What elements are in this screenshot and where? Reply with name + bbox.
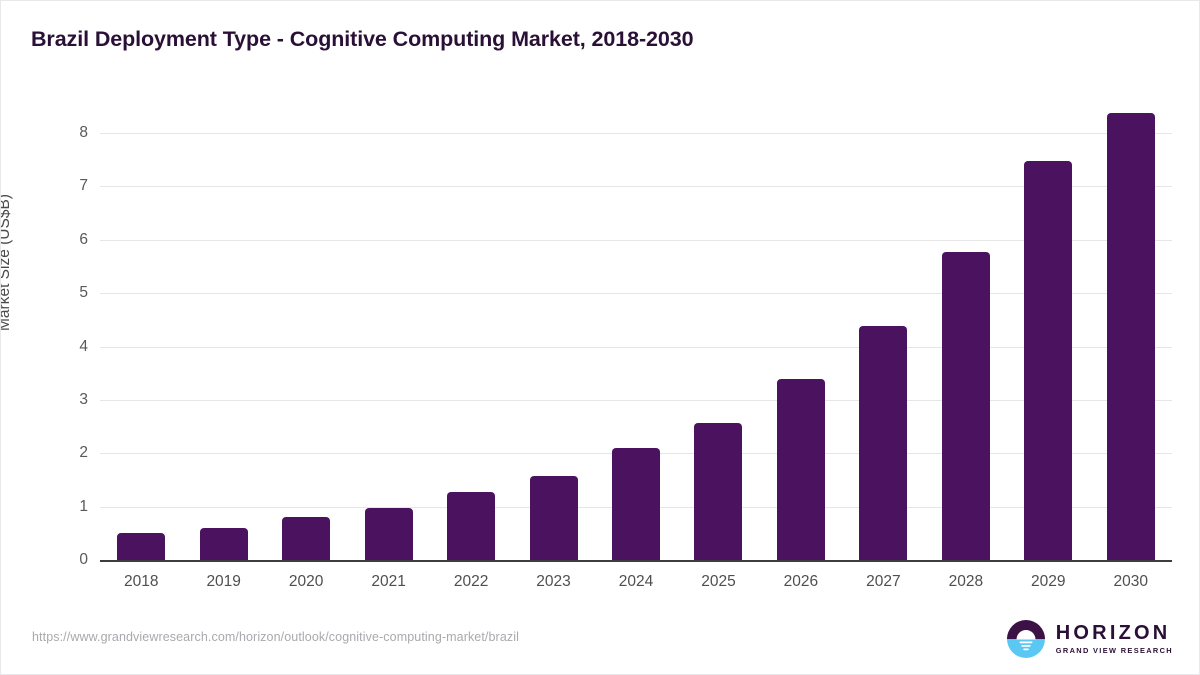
gridline [100, 293, 1172, 295]
y-axis-tick-label: 8 [79, 124, 88, 141]
logo-tagline: GRAND VIEW RESEARCH [1055, 646, 1173, 656]
x-axis-tick-label: 2028 [948, 573, 984, 590]
horizon-logo-icon [1006, 620, 1045, 658]
horizon-logo: HORIZON GRAND VIEW RESEARCH [1006, 618, 1173, 660]
bar-2028[interactable] [941, 252, 990, 560]
horizon-logo-text: HORIZON GRAND VIEW RESEARCH [1056, 623, 1173, 654]
source-url[interactable]: https://www.grandviewresearch.com/horizo… [32, 630, 519, 644]
bar-2024[interactable] [611, 448, 660, 560]
y-axis-tick-label: 5 [79, 284, 88, 302]
bar-group [925, 101, 1007, 560]
x-axis-tick-label: 2027 [866, 573, 901, 590]
bar-group [100, 101, 182, 560]
y-axis-tick-label: 1 [79, 497, 88, 515]
bar-group [842, 101, 924, 560]
bar-2029[interactable] [1024, 161, 1073, 560]
bar-2026[interactable] [776, 379, 825, 560]
bar-2027[interactable] [859, 325, 908, 560]
gridline [100, 133, 1172, 134]
y-axis-tick-label: 3 [79, 390, 88, 408]
y-axis-tick-label: 2 [79, 444, 88, 462]
x-axis-tick-label: 2021 [371, 573, 406, 590]
x-axis-tick-label: 2020 [288, 573, 324, 590]
bar-group [760, 101, 842, 560]
gridline [100, 186, 1172, 188]
bar-group [265, 101, 347, 560]
page-title: Brazil Deployment Type - Cognitive Compu… [31, 27, 694, 51]
x-axis-line [100, 560, 1172, 562]
bar-2019[interactable] [199, 527, 248, 560]
y-axis-tick-label: 4 [79, 337, 88, 355]
bar-2023[interactable] [529, 475, 578, 560]
y-axis-tick-label: 7 [79, 177, 88, 195]
x-axis-tick-label: 2026 [783, 573, 819, 590]
x-axis-tick-label: 2019 [206, 573, 241, 590]
bar-2020[interactable] [282, 517, 331, 560]
bar-2022[interactable] [447, 491, 496, 560]
x-axis-tick-label: 2030 [1113, 573, 1148, 590]
y-axis-tick-label: 6 [79, 230, 88, 248]
x-axis-tick-label: 2022 [453, 573, 489, 590]
gridline [100, 346, 1172, 348]
gridline [100, 239, 1172, 241]
bar-2030[interactable] [1106, 112, 1155, 560]
bar-group [595, 101, 677, 560]
gridline [100, 399, 1172, 401]
bar-group [1090, 101, 1172, 560]
x-axis-tick-label: 2018 [123, 573, 159, 590]
x-axis-tick-label: 2024 [618, 573, 654, 590]
bar-group [1007, 101, 1089, 560]
x-axis-tick-label: 2025 [701, 573, 736, 590]
y-axis-title: Market Size (US$B) [0, 194, 13, 331]
bar-group [347, 101, 429, 560]
bar-group [430, 101, 512, 560]
bar-2018[interactable] [117, 533, 166, 560]
bar-group [512, 101, 594, 560]
bar-2021[interactable] [364, 507, 413, 560]
bar-group [182, 101, 264, 560]
x-axis-tick-label: 2023 [536, 573, 571, 590]
x-axis-tick-label: 2029 [1031, 573, 1066, 590]
y-axis-tick-label: 0 [79, 551, 88, 568]
logo-title: HORIZON [1055, 622, 1171, 645]
bar-group [677, 101, 759, 560]
bars-layer: 2018 2019 2020 2021 2022 2023 2024 2025 2026 2027… [100, 101, 1172, 590]
bar-2025[interactable] [694, 422, 743, 560]
